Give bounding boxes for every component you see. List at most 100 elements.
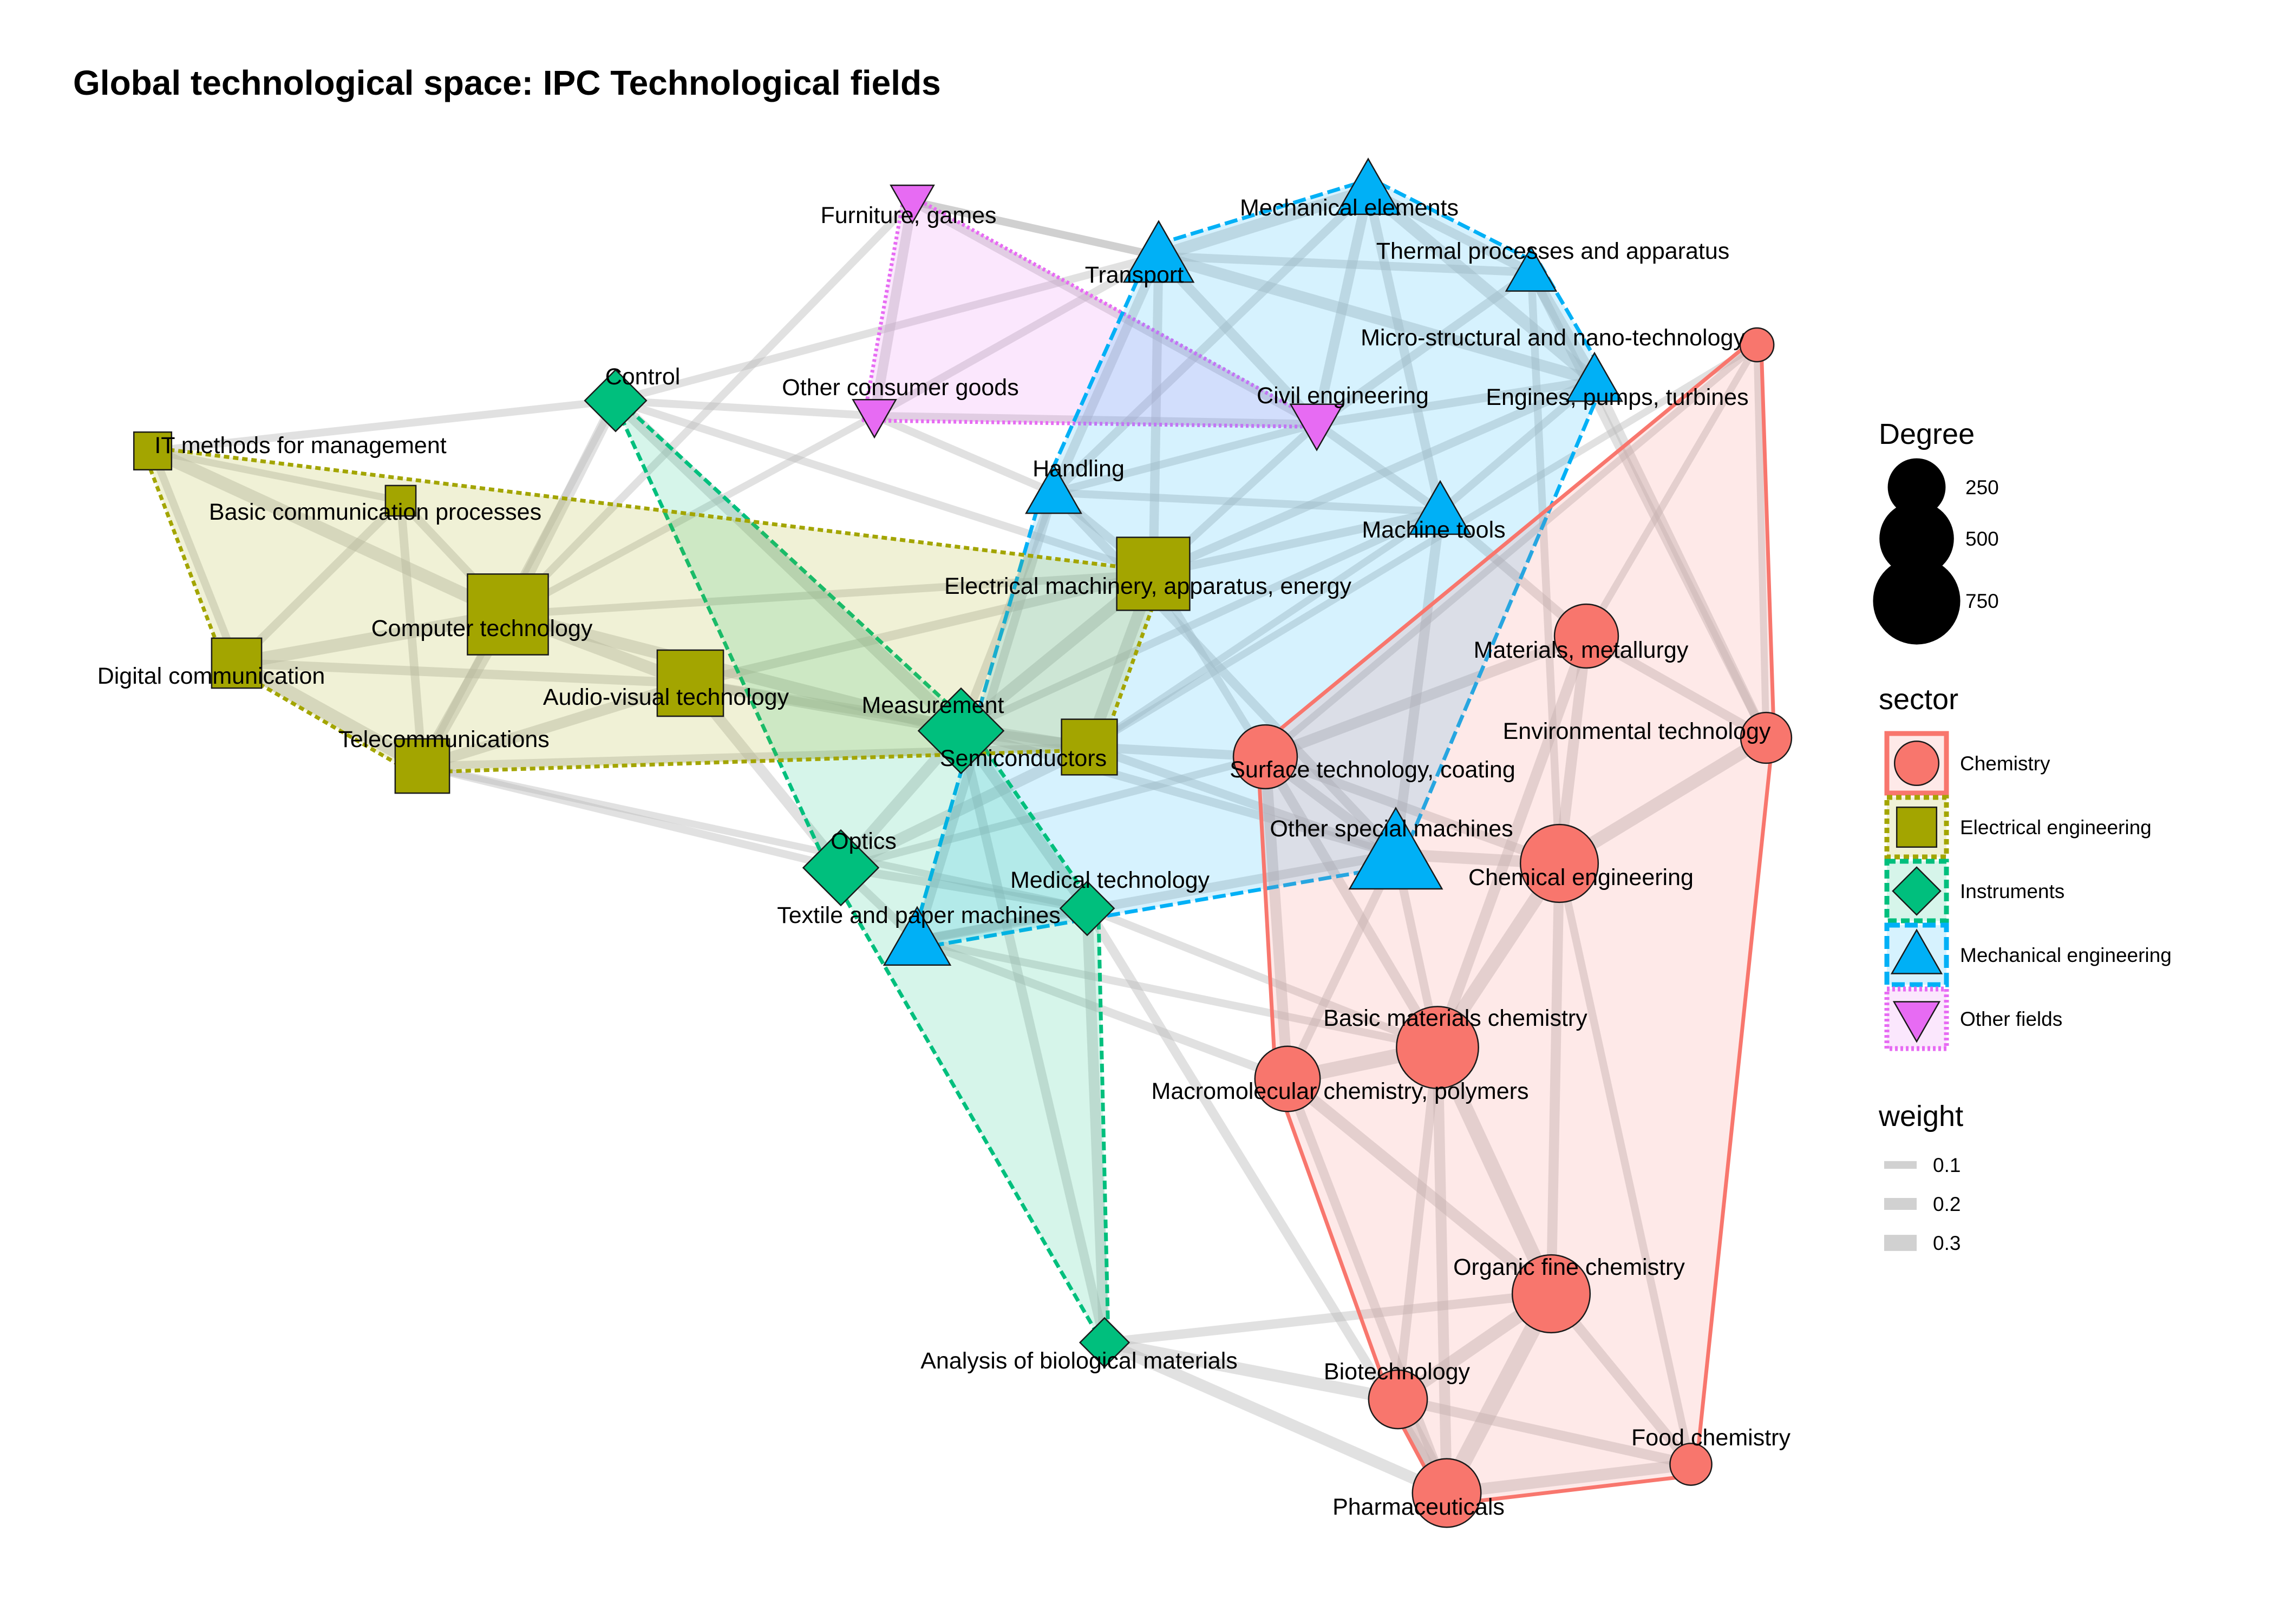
node-semiconductors [1061,718,1118,776]
edge-electrical-machinery-apparatus-energy--transport [1148,251,1164,579]
edge-transport--furniture-games [908,197,1163,260]
node-label-it-methods-for-management: IT methods for management [154,433,446,459]
node-telecommunications [394,738,450,794]
legend-weight-title: weight [1878,1100,1963,1132]
edge-civil-engineering--handling [1049,420,1321,497]
edge-mechanical-elements--engines-pumps-turbines [1362,184,1601,387]
node-macromolecular-chemistry-polymers [1254,1045,1321,1112]
edge-mechanical-elements--machine-tools [1363,186,1445,516]
edge-audio-visual-technology--electrical-machinery-apparatus-energy [685,569,1158,688]
legend-degree-750-label: 750 [1965,590,1999,612]
edge-measurement--other-special-machines [957,726,1400,859]
edge-medical-technology--measurement [956,725,1093,914]
chart-title: Global technological space: IPC Technolo… [73,63,941,102]
legend-weight-0-1-label: 0.1 [1933,1154,1961,1176]
edge-control--transport [611,252,1163,405]
legend-sector-instruments-label: Instruments [1960,880,2064,902]
edge-digital-communication--basic-communication-processes [232,496,405,667]
node-micro-structural-and-nano-technology [1739,327,1775,363]
edge-basic-materials-chemistry--surface-technology-coating [1260,751,1443,1053]
legend-sector-other-fields-label: Other fields [1960,1008,2062,1030]
node-label-telecommunications: Telecommunications [338,726,550,752]
node-handling [1025,463,1082,514]
node-label-other-consumer-goods: Other consumer goods [782,375,1018,401]
edge-furniture-games--other-consumer-goods [869,196,918,421]
edge-biotechnology--analysis-of-biological-materials [1098,1336,1404,1406]
edge-machine-tools--other-special-machines [1390,506,1446,860]
edge-engines-pumps-turbines--machine-tools [1436,376,1599,516]
node-organic-fine-chemistry [1511,1254,1591,1334]
edge-analysis-of-biological-materials--measurement [956,726,1109,1347]
edge-measurement--control [609,394,968,737]
node-label-environmental-technology: Environmental technology [1503,718,1771,744]
legend-degree-750-marker [1873,557,1961,645]
edge-control--other-consumer-goods [611,396,879,420]
node-biotechnology [1368,1369,1428,1430]
node-food-chemistry [1669,1443,1713,1486]
node-basic-materials-chemistry [1396,1006,1479,1089]
edge-other-special-machines--macromolecular-chemistry-polymers [1283,850,1400,1083]
node-textile-and-paper-machines [883,906,952,966]
edge-it-methods-for-management--basic-communication-processes [149,447,404,505]
legend-sector-title: sector [1879,683,1958,716]
edge-optics--semiconductors [835,741,1095,874]
edge-textile-and-paper-machines--macromolecular-chemistry-polymers [913,936,1292,1083]
node-it-methods-for-management [133,431,173,471]
edge-biotechnology--food-chemistry [1393,1394,1696,1470]
edge-thermal-processes-and-apparatus--civil-engineering [1312,268,1535,428]
edge-digital-communication--telecommunications [230,656,429,773]
node-label-materials-metallurgy: Materials, metallurgy [1474,637,1689,663]
edge-organic-fine-chemistry--macromolecular-chemistry-polymers [1282,1073,1557,1300]
legend-weight-0-3-label: 0.3 [1933,1232,1961,1254]
hull-other-fields [861,190,1330,429]
edge-transport--mechanical-elements [1152,184,1375,263]
edge-materials-metallurgy--surface-technology-coating [1260,631,1592,762]
node-label-control: Control [605,364,681,390]
edge-basic-materials-chemistry--materials-metallurgy [1432,631,1592,1053]
edge-transport--handling [1049,251,1164,497]
edge-semiconductors--other-special-machines [1085,743,1400,859]
edge-computer-technology--digital-communication [230,607,515,670]
edge-textile-and-paper-machines--basic-materials-chemistry [913,936,1442,1052]
edge-control--electrical-machinery-apparatus-energy [611,396,1158,578]
node-label-thermal-processes-and-apparatus: Thermal processes and apparatus [1376,238,1730,264]
legend-sector-instruments-marker [1892,866,1942,916]
legend-sector-chemistry-label: Chemistry [1960,752,2050,775]
hull-chemistry [1255,331,1776,1507]
edge-mechanical-elements--civil-engineering [1311,185,1374,429]
edge-transport--engines-pumps-turbines [1153,250,1600,387]
edges-layer [146,184,1773,1502]
node-label-civil-engineering: Civil engineering [1257,383,1429,409]
node-label-other-special-machines: Other special machines [1270,816,1513,842]
node-environmental-technology [1740,711,1793,764]
node-basic-communication-processes [384,484,417,517]
node-label-analysis-of-biological-materials: Analysis of biological materials [920,1348,1238,1374]
edge-control--it-methods-for-management [148,396,620,455]
edge-other-consumer-goods--handling [870,411,1058,497]
node-label-optics: Optics [831,828,897,854]
edge-transport--thermal-processes-and-apparatus [1154,252,1535,277]
edge-analysis-of-biological-materials--pharmaceuticals [1099,1337,1453,1499]
edge-telecommunications--basic-communication-processes [396,496,427,770]
legend-degree-500-marker [1879,501,1954,576]
node-label-micro-structural-and-nano-technology: Micro-structural and nano-technology [1361,325,1745,351]
edge-computer-technology--it-methods-for-management [146,444,515,621]
node-other-special-machines [1348,807,1443,890]
edge-measurement--audio-visual-technology [685,678,966,736]
edge-materials-metallurgy--micro-structural-and-nano-technology [1583,341,1761,640]
edge-chemical-engineering--environmental-technology [1552,731,1773,870]
node-label-semiconductors: Semiconductors [940,745,1107,771]
node-label-measurement: Measurement [862,692,1004,718]
node-audio-visual-technology [656,649,724,717]
edge-pharmaceuticals--food-chemistry [1441,1458,1697,1499]
node-materials-metallurgy [1553,603,1619,669]
legend-degree-250-label: 250 [1965,476,1999,499]
node-civil-engineering [1289,403,1344,451]
legend-degree-500-label: 500 [1965,528,1999,550]
node-label-machine-tools: Machine tools [1362,517,1505,543]
node-surface-technology-coating [1232,724,1298,790]
node-label-mechanical-elements: Mechanical elements [1240,195,1459,221]
edge-medical-technology--textile-and-paper-machines [913,904,1092,945]
edge-other-consumer-goods--transport [870,252,1163,420]
